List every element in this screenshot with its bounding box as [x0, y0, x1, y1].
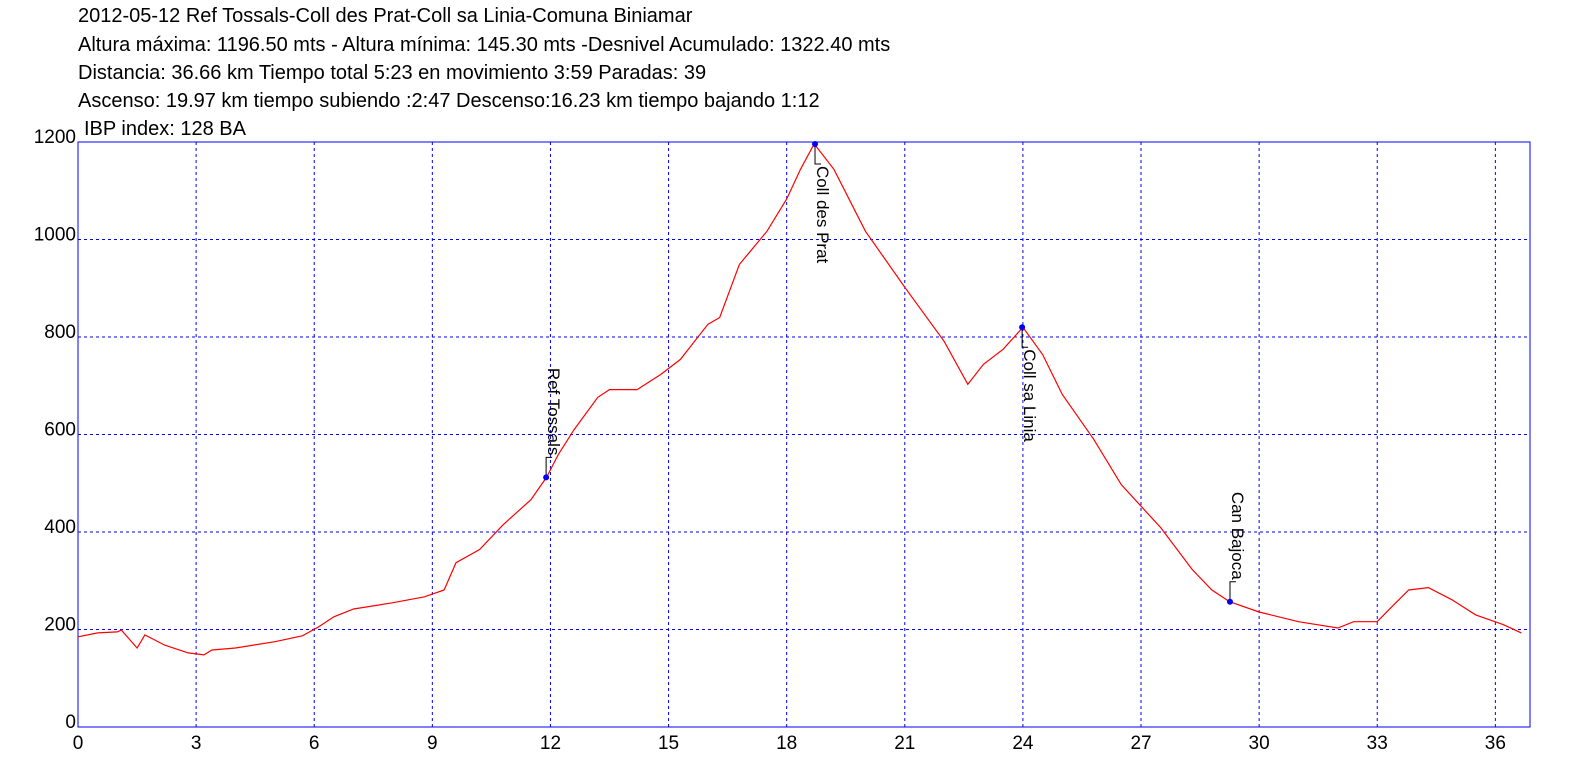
waypoint-marker	[543, 474, 550, 481]
x-tick-label: 3	[191, 733, 202, 754]
waypoint-connector	[1229, 581, 1236, 602]
subtitle: Distancia: 36.66 km Tiempo total 5:23 en…	[78, 62, 706, 84]
chart-title: 2012-05-12 Ref Tossals-Coll des Prat-Col…	[78, 5, 693, 27]
plot-frame	[77, 141, 1531, 728]
subtitle: IBP index: 128 BA	[84, 118, 247, 140]
x-tick-label: 36	[1485, 733, 1506, 754]
x-tick-label: 18	[776, 733, 797, 754]
waypoint-marker	[1226, 598, 1233, 605]
waypoint-connector	[814, 143, 822, 165]
waypoint-label: Coll des Prat	[813, 166, 832, 264]
x-tick-label: 27	[1130, 733, 1151, 754]
waypoint-marker	[812, 140, 819, 147]
waypoint-connector	[1021, 327, 1029, 348]
x-tick-label: 0	[73, 733, 84, 754]
waypoint-connector	[545, 456, 553, 478]
x-tick-label: 33	[1367, 733, 1388, 754]
waypoint-label: Coll sa Linia	[1020, 349, 1039, 442]
y-tick-label: 800	[44, 322, 76, 343]
subtitle: Ascenso: 19.97 km tiempo subiendo :2:47 …	[78, 90, 820, 112]
y-tick-label: 200	[44, 615, 76, 636]
y-tick-label: 400	[44, 517, 76, 538]
x-tick-label: 30	[1249, 733, 1270, 754]
x-tick-label: 24	[1012, 733, 1034, 754]
y-tick-label: 600	[44, 420, 76, 441]
x-tick-label: 6	[309, 733, 320, 754]
y-tick-label: 0	[65, 712, 76, 733]
x-tick-label: 21	[894, 733, 915, 754]
x-tick-label: 15	[658, 733, 679, 754]
y-tick-label: 1200	[34, 127, 76, 148]
subtitle: Altura máxima: 1196.50 mts - Altura míni…	[78, 34, 890, 56]
waypoint-marker	[1019, 324, 1026, 331]
x-tick-label: 9	[427, 733, 438, 754]
waypoint-label: Ref Tossals	[544, 368, 563, 456]
y-tick-label: 1000	[34, 225, 76, 246]
x-tick-label: 12	[540, 733, 561, 754]
elevation-line	[77, 142, 1522, 656]
waypoint-label: Can Bajoca	[1228, 492, 1247, 580]
